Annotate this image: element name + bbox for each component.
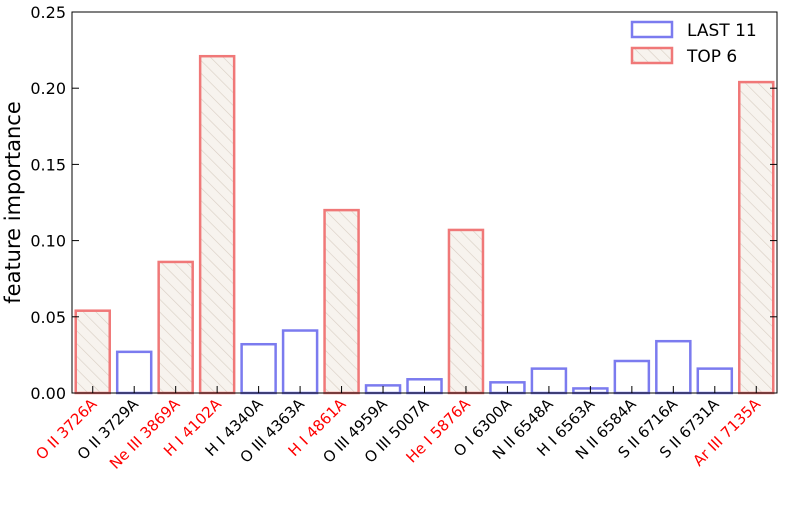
y-tick-label-5: 0.25 bbox=[30, 3, 66, 22]
bar-2 bbox=[157, 260, 194, 395]
legend-swatch-1 bbox=[630, 46, 674, 65]
bar-16 bbox=[738, 80, 775, 395]
legend-label-1: TOP 6 bbox=[686, 47, 737, 67]
y-tick-label-2: 0.10 bbox=[30, 232, 66, 251]
legend-label-0: LAST 11 bbox=[687, 21, 757, 41]
bar-0 bbox=[74, 309, 111, 395]
y-tick-label-0: 0.00 bbox=[30, 384, 66, 403]
legend: LAST 11 TOP 6 bbox=[630, 20, 757, 67]
bar-4 bbox=[240, 342, 277, 395]
y-tick-label-3: 0.15 bbox=[30, 155, 66, 174]
y-tick-label-4: 0.20 bbox=[30, 79, 66, 98]
bar-3 bbox=[198, 54, 236, 395]
bar-14 bbox=[655, 339, 692, 395]
bar-6 bbox=[323, 208, 360, 395]
y-tick-label-1: 0.05 bbox=[30, 308, 66, 327]
y-axis-label: feature importance bbox=[1, 101, 25, 303]
bar-9 bbox=[447, 228, 485, 395]
bar-5 bbox=[281, 329, 319, 395]
y-axis: 0.00 0.05 0.10 0.15 0.20 0.25 bbox=[30, 3, 777, 403]
legend-swatch-0 bbox=[630, 20, 674, 39]
bars-layer bbox=[74, 54, 775, 395]
